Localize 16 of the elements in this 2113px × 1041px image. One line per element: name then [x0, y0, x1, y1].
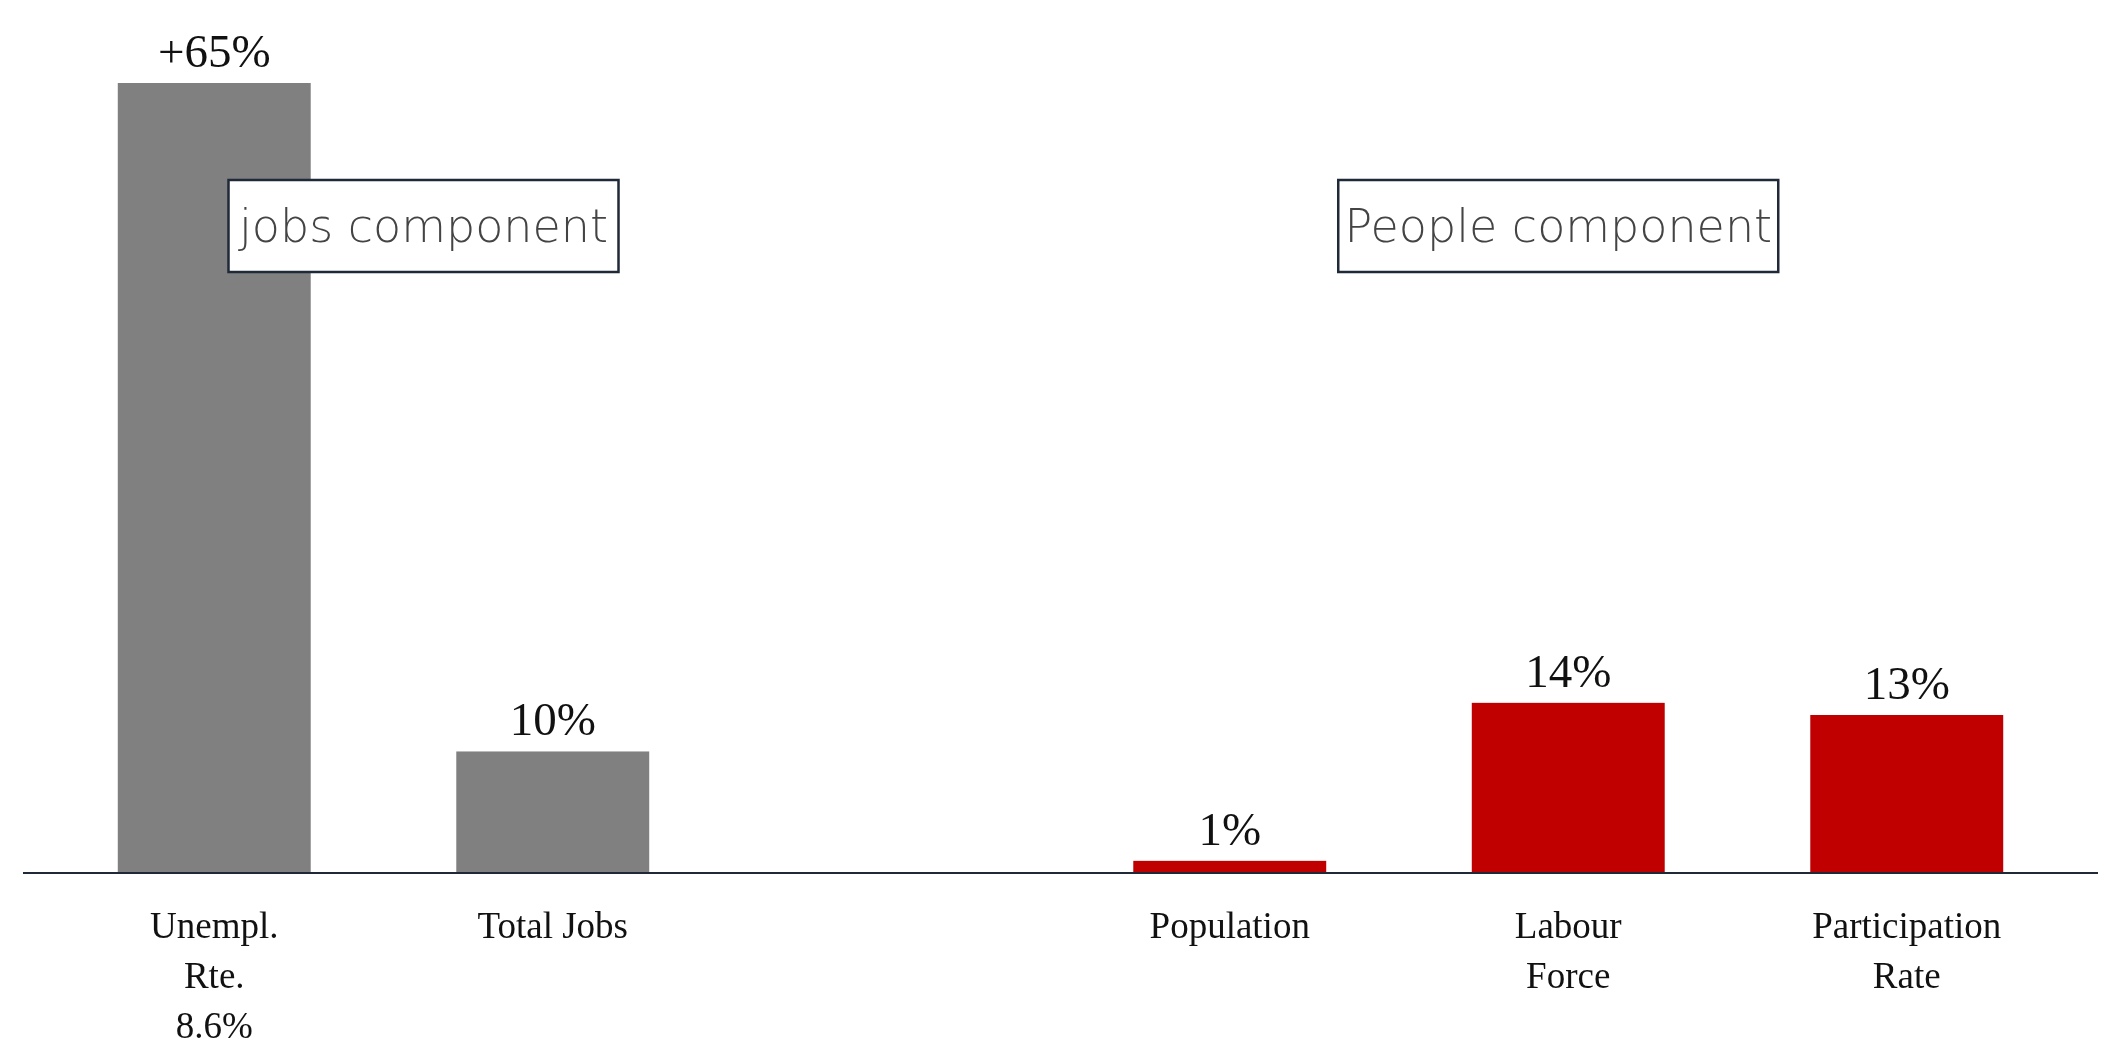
- x-tick-label: Population: [1149, 905, 1310, 946]
- bar: [1133, 860, 1327, 873]
- bar: [1471, 702, 1665, 873]
- bar: [1810, 715, 2004, 873]
- annotation: People component: [1344, 199, 1773, 253]
- x-tick-label: Unempl. Rte. 8.6%: [150, 905, 279, 1041]
- x-tick-label: Participation Rate: [1812, 905, 2002, 996]
- x-tick-label: Total Jobs: [477, 905, 629, 946]
- data-label: 10%: [509, 693, 596, 746]
- data-label: 14%: [1525, 644, 1612, 697]
- x-tick-label: Labour Force: [1514, 905, 1622, 996]
- data-label: 13%: [1863, 657, 1950, 709]
- bar: [456, 751, 650, 873]
- data-label: 1%: [1198, 802, 1262, 855]
- data-label: +65%: [157, 25, 271, 77]
- annotation: jobs component: [238, 199, 608, 253]
